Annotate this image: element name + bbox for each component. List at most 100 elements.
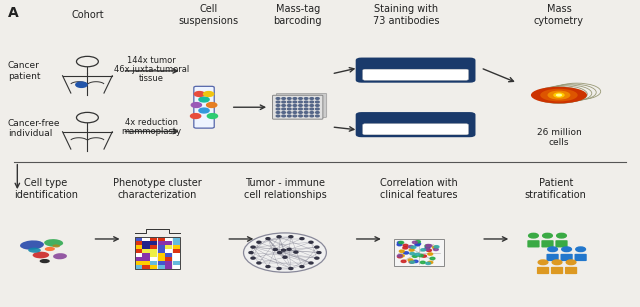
Circle shape bbox=[416, 243, 420, 245]
Circle shape bbox=[276, 115, 280, 117]
Bar bbox=[173, 245, 180, 249]
Circle shape bbox=[316, 108, 319, 110]
Circle shape bbox=[305, 108, 308, 110]
Circle shape bbox=[257, 262, 261, 264]
Circle shape bbox=[293, 98, 297, 99]
Ellipse shape bbox=[44, 239, 63, 247]
FancyBboxPatch shape bbox=[547, 254, 559, 261]
Bar bbox=[142, 257, 150, 261]
FancyBboxPatch shape bbox=[527, 240, 540, 247]
Circle shape bbox=[316, 112, 319, 113]
Circle shape bbox=[305, 101, 308, 103]
Bar bbox=[134, 245, 142, 249]
Circle shape bbox=[399, 241, 404, 244]
Bar bbox=[142, 245, 150, 249]
Circle shape bbox=[251, 246, 255, 248]
Bar bbox=[134, 261, 142, 265]
Bar bbox=[157, 261, 165, 265]
Bar bbox=[150, 253, 157, 257]
Circle shape bbox=[310, 98, 314, 99]
Circle shape bbox=[410, 261, 415, 263]
Bar bbox=[157, 237, 165, 241]
Circle shape bbox=[293, 101, 297, 103]
Circle shape bbox=[282, 115, 285, 117]
Circle shape bbox=[282, 98, 285, 99]
Circle shape bbox=[397, 243, 402, 246]
Circle shape bbox=[282, 249, 285, 251]
Circle shape bbox=[282, 101, 285, 103]
Bar bbox=[173, 241, 180, 245]
Circle shape bbox=[420, 261, 425, 263]
Circle shape bbox=[309, 262, 313, 264]
Circle shape bbox=[276, 108, 280, 110]
Circle shape bbox=[408, 259, 413, 261]
Circle shape bbox=[415, 241, 420, 243]
Bar bbox=[157, 253, 165, 257]
Ellipse shape bbox=[540, 89, 578, 102]
Circle shape bbox=[408, 246, 413, 248]
Ellipse shape bbox=[28, 248, 41, 253]
Ellipse shape bbox=[531, 87, 587, 103]
FancyBboxPatch shape bbox=[561, 254, 573, 261]
Ellipse shape bbox=[556, 94, 562, 97]
Circle shape bbox=[433, 246, 437, 249]
Bar bbox=[142, 261, 150, 265]
Circle shape bbox=[425, 245, 430, 247]
Circle shape bbox=[287, 98, 291, 99]
Text: Cancer-free
individual: Cancer-free individual bbox=[8, 119, 60, 138]
Text: 144x tumor: 144x tumor bbox=[127, 56, 176, 65]
Bar bbox=[150, 245, 157, 249]
Circle shape bbox=[434, 246, 439, 248]
Circle shape bbox=[424, 248, 429, 250]
Circle shape bbox=[422, 255, 426, 257]
Circle shape bbox=[425, 246, 430, 249]
Circle shape bbox=[310, 101, 314, 103]
Bar bbox=[157, 249, 165, 253]
Circle shape bbox=[397, 255, 403, 258]
Bar bbox=[150, 261, 157, 265]
Circle shape bbox=[315, 246, 319, 248]
Text: Tumor - immune
cell relationships: Tumor - immune cell relationships bbox=[244, 178, 326, 200]
Circle shape bbox=[191, 103, 202, 107]
Circle shape bbox=[282, 108, 285, 110]
Circle shape bbox=[299, 115, 302, 117]
Text: Correlation with
clinical features: Correlation with clinical features bbox=[380, 178, 458, 200]
Bar bbox=[134, 237, 180, 269]
Circle shape bbox=[287, 108, 291, 110]
Bar bbox=[173, 265, 180, 269]
Bar bbox=[142, 265, 150, 269]
Circle shape bbox=[305, 105, 308, 106]
Text: Staining with
73 antibodies: Staining with 73 antibodies bbox=[372, 4, 439, 26]
Bar bbox=[165, 249, 173, 253]
Circle shape bbox=[276, 98, 280, 99]
Bar bbox=[173, 257, 180, 261]
Circle shape bbox=[428, 261, 433, 263]
Circle shape bbox=[300, 266, 304, 268]
Circle shape bbox=[199, 108, 209, 113]
Circle shape bbox=[199, 97, 209, 102]
Text: Mass-tag
barcoding: Mass-tag barcoding bbox=[273, 4, 322, 26]
Circle shape bbox=[397, 255, 403, 257]
Circle shape bbox=[403, 247, 408, 249]
FancyBboxPatch shape bbox=[575, 254, 587, 261]
Circle shape bbox=[413, 260, 418, 262]
Circle shape bbox=[300, 238, 304, 239]
Bar bbox=[134, 241, 142, 245]
Text: 4x reduction: 4x reduction bbox=[125, 118, 179, 127]
FancyBboxPatch shape bbox=[565, 267, 577, 274]
Circle shape bbox=[207, 103, 217, 107]
FancyBboxPatch shape bbox=[363, 69, 468, 80]
Circle shape bbox=[204, 91, 214, 96]
Text: Phenotype cluster
characterization: Phenotype cluster characterization bbox=[113, 178, 202, 200]
Text: Cell type
identification: Cell type identification bbox=[14, 178, 78, 200]
Circle shape bbox=[293, 112, 297, 113]
Circle shape bbox=[299, 98, 302, 99]
Circle shape bbox=[415, 243, 420, 246]
Circle shape bbox=[420, 249, 426, 251]
Bar bbox=[134, 265, 142, 269]
FancyBboxPatch shape bbox=[276, 93, 326, 117]
Bar bbox=[157, 257, 165, 261]
Text: Cohort: Cohort bbox=[71, 10, 104, 20]
FancyBboxPatch shape bbox=[356, 112, 476, 137]
Circle shape bbox=[548, 247, 557, 251]
